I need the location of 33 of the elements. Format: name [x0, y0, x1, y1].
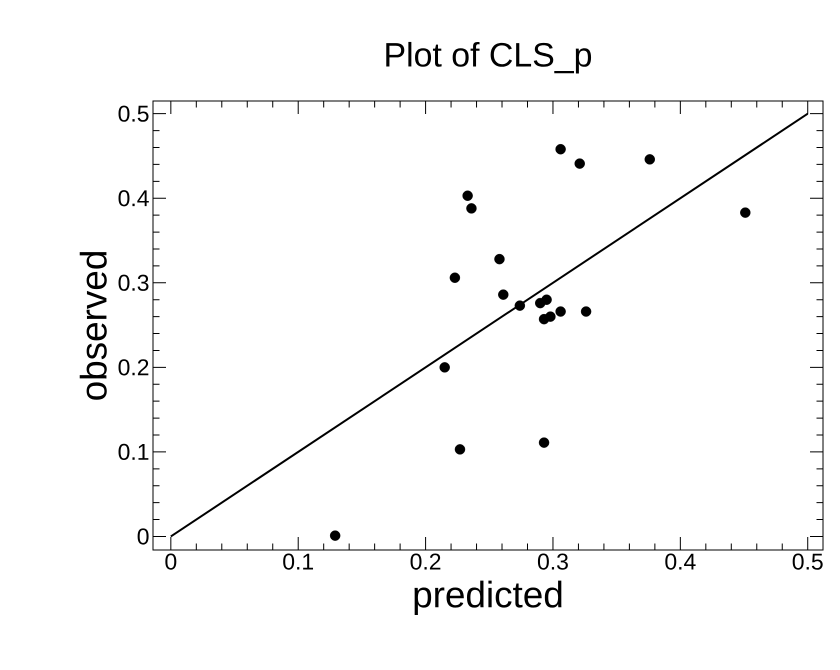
point: [541, 294, 552, 305]
y-tick-label: 0.4: [118, 190, 149, 206]
point: [555, 144, 566, 154]
x-tick-label: 0: [165, 554, 176, 570]
point: [466, 203, 477, 214]
point: [545, 311, 556, 322]
x-tick-label: 0.5: [792, 554, 823, 570]
point: [330, 530, 340, 541]
point: [644, 154, 655, 165]
point: [450, 272, 460, 283]
point: [580, 306, 592, 317]
point: [538, 437, 550, 448]
point: [574, 158, 585, 169]
chart-title: Plot of CLS_p: [386, 42, 592, 74]
point: [462, 190, 473, 201]
y-axis-title: observed: [80, 252, 107, 400]
point: [494, 254, 505, 264]
point: [555, 306, 566, 317]
y-tick-label: 0.1: [118, 444, 148, 460]
y-tick-label: 0.2: [118, 359, 148, 376]
point: [439, 362, 450, 373]
point: [740, 207, 751, 218]
point: [454, 444, 466, 455]
x-tick-label: 0.4: [665, 554, 696, 570]
x-axis-title: predicted: [414, 580, 562, 615]
point: [498, 289, 508, 300]
x-tick-label: 0.2: [410, 554, 440, 570]
x-tick-label: 0.1: [283, 554, 314, 570]
y-tick-label: 0.5: [118, 106, 149, 122]
x-tick-label: 0.3: [538, 554, 568, 570]
y-tick-label: 0.3: [118, 274, 148, 291]
y-tick-label: 0: [138, 528, 149, 545]
point: [514, 300, 526, 311]
